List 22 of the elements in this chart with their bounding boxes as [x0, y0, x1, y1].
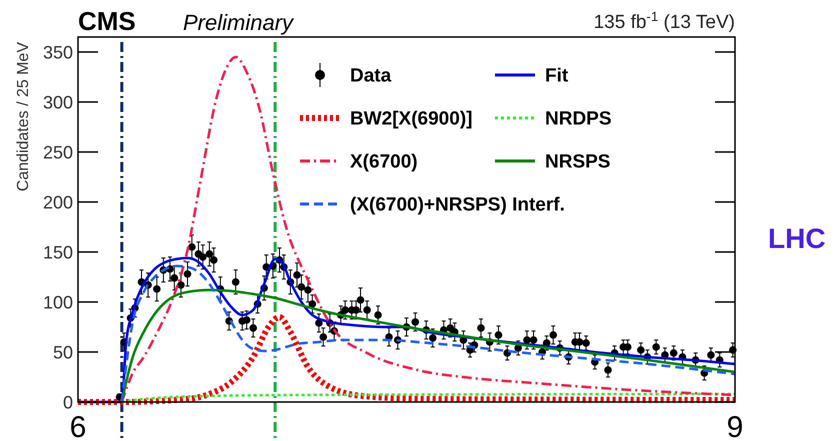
y-tick-label: 350	[42, 42, 73, 62]
legend-label: NRSPS	[545, 152, 610, 173]
legend-label: X(6700)	[350, 152, 418, 173]
legend-label: (X(6700)+NRSPS) Interf.	[350, 194, 565, 216]
y-tick-label: 100	[42, 292, 73, 312]
legend-label: Data	[350, 66, 392, 87]
legend-label: Fit	[545, 66, 569, 87]
y-tick-label: 200	[42, 192, 73, 212]
chart-subtitle: Preliminary	[183, 10, 296, 35]
y-tick-label: 0	[62, 392, 73, 412]
chart-title: CMS	[78, 6, 136, 36]
legend-label: NRDPS	[545, 108, 612, 130]
x-tick-label: 6	[70, 411, 86, 441]
x-tick-label: 9	[726, 411, 744, 441]
legend-label: BW2[X(6900)]	[350, 108, 472, 130]
y-tick-label: 50	[52, 342, 73, 362]
text: LHC	[768, 223, 826, 254]
y-tick-label: 250	[42, 142, 73, 162]
y-tick-label: 300	[42, 92, 73, 112]
y-axis-title: Candidates / 25 MeV	[15, 42, 32, 192]
y-tick-label: 150	[42, 242, 73, 262]
text: 135 fb$^{-1}$ (13 TeV)	[594, 8, 735, 33]
